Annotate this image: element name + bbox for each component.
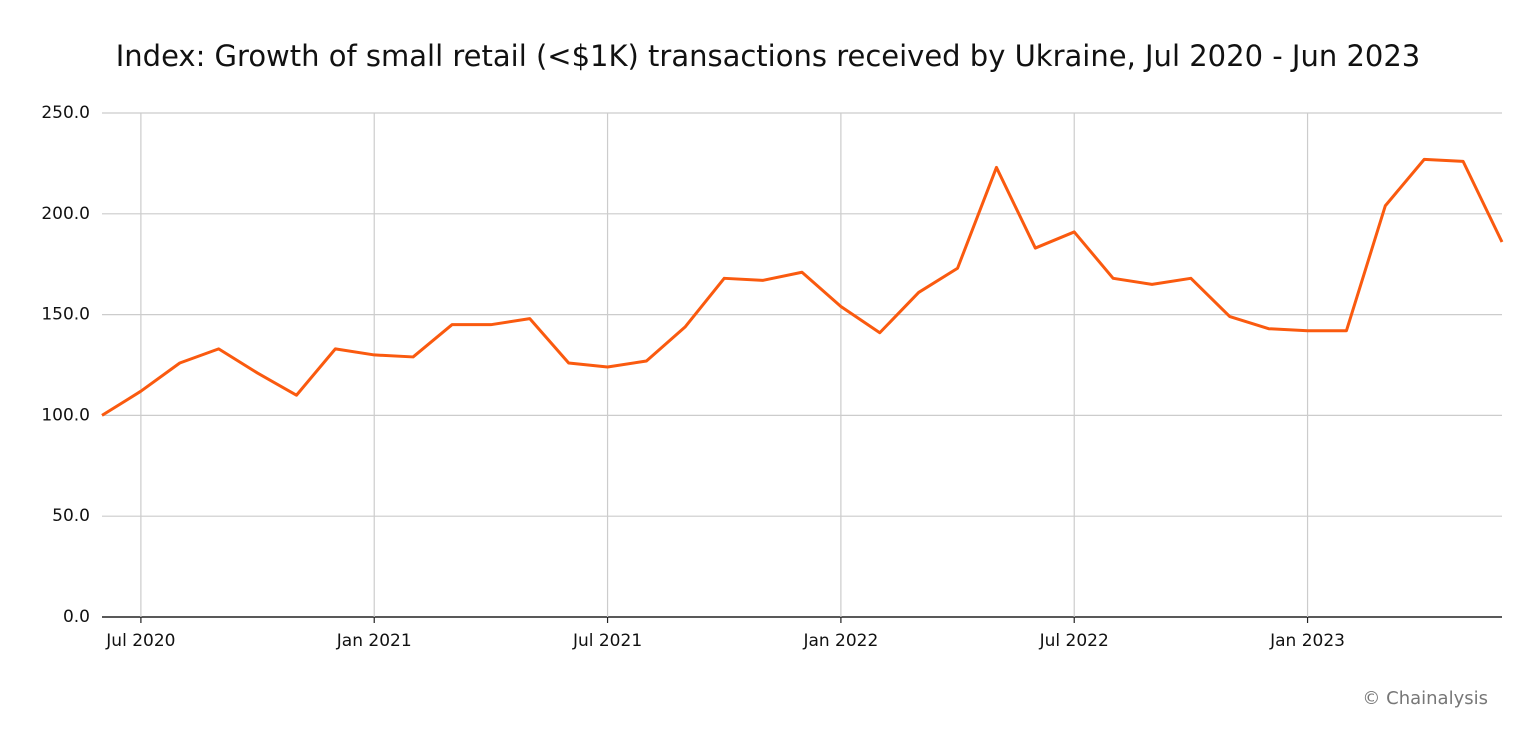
y-tick-label: 200.0 — [41, 204, 90, 224]
x-tick-label: Jan 2022 — [802, 631, 878, 651]
credit: © Chainalysis — [1362, 688, 1488, 709]
y-tick-label: 50.0 — [52, 506, 90, 526]
y-tick-label: 0.0 — [63, 607, 90, 627]
y-tick-label: 150.0 — [41, 305, 90, 325]
x-tick-label: Jul 2021 — [572, 631, 642, 651]
data-line — [101, 157, 1504, 417]
x-tick-label: Jan 2023 — [1269, 631, 1345, 651]
chart-title: Index: Growth of small retail (<$1K) tra… — [116, 39, 1421, 73]
x-tick-label: Jul 2022 — [1039, 631, 1109, 651]
x-tick-label: Jan 2021 — [336, 631, 412, 651]
x-tick-label: Jul 2020 — [105, 631, 175, 651]
y-tick-label: 100.0 — [41, 405, 90, 425]
y-tick-label: 250.0 — [41, 103, 90, 123]
